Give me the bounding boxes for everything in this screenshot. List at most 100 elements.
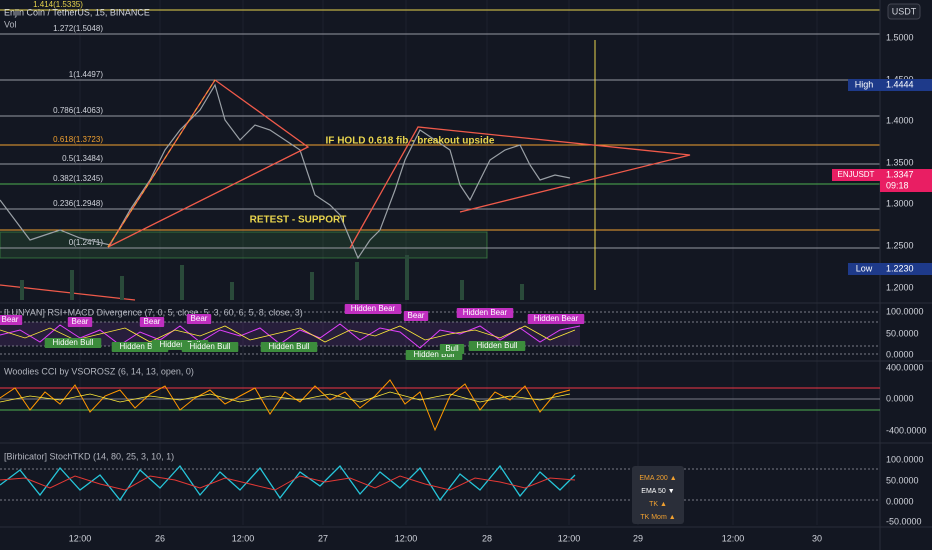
price-tick: 1.4000 <box>886 115 914 125</box>
rsi-tick: 100.0000 <box>886 306 924 316</box>
fib-label: 0.236(1.2948) <box>53 199 103 208</box>
symbol-title: Enjin Coin / TetherUS, 15, BINANCE <box>4 7 150 17</box>
rsi-line <box>0 323 581 349</box>
stoch-legend-box <box>632 466 684 524</box>
divergence-label: Bear <box>191 314 208 323</box>
cci-tick: -400.0000 <box>886 425 927 435</box>
divergence-label: Hidden Bull <box>477 341 518 350</box>
price-tick: 1.3000 <box>886 198 914 208</box>
low-price-tag <box>880 263 932 275</box>
macd-line <box>0 325 576 343</box>
panel-title: [LUNYAN] RSI+MACD Divergence (7, 0, 5, c… <box>4 307 303 317</box>
stoch-tick: 0.0000 <box>886 496 914 506</box>
annotation: RETEST - SUPPORT <box>250 215 347 226</box>
price-tick: 1.2500 <box>886 240 914 250</box>
time-tick: 27 <box>318 533 328 543</box>
divergence-label: Bear <box>2 315 19 324</box>
bull-tag <box>439 344 465 354</box>
stoch-tick: 50.0000 <box>886 475 919 485</box>
last-price: 1.3347 <box>886 169 914 179</box>
price-tick: 1.2000 <box>886 282 914 292</box>
fib-label: 1(1.4497) <box>69 70 104 79</box>
divergence-label: Bear <box>72 317 89 326</box>
fib-anchor <box>107 79 216 248</box>
divergence-label: Hidden Bear <box>463 308 508 317</box>
time-tick: 28 <box>482 533 492 543</box>
cci-line <box>0 379 571 432</box>
time-tick: 30 <box>812 533 822 543</box>
fib-label: 1.414(1.5335) <box>33 0 83 9</box>
cci-tick: 400.0000 <box>886 362 924 372</box>
legend-item: TK ▲ <box>649 501 667 508</box>
divergence-label: Hidden Bear <box>534 314 579 323</box>
annotation: IF HOLD 0.618 fib - breakout upside <box>326 136 495 147</box>
price-tick: 1.3500 <box>886 157 914 167</box>
symbol-tag-label: ENJUSDT <box>838 170 875 179</box>
time-tick: 12:00 <box>69 533 92 543</box>
time-tick: 12:00 <box>232 533 255 543</box>
high-tag <box>848 79 880 91</box>
divergence-labels: Bear Bear Bear Bear Hidden Bear Bear Hidden Be… <box>0 304 585 360</box>
fib-label: 0.382(1.3245) <box>53 174 103 183</box>
divergence-label: Hidden Bear <box>351 304 396 313</box>
bear-tag <box>67 317 93 327</box>
time-tick: 12:00 <box>722 533 745 543</box>
bull-tag <box>260 342 318 352</box>
volume <box>20 255 524 300</box>
legend-item: EMA 200 ▲ <box>639 475 676 482</box>
fib-label: 0.5(1.3484) <box>62 154 103 163</box>
bear-tag <box>186 314 212 324</box>
time-tick: 12:00 <box>558 533 581 543</box>
price-tick: 1.5000 <box>886 32 914 42</box>
divergence-label: Hidden Bull <box>414 350 455 359</box>
low-tag <box>848 263 880 275</box>
rsi-tick: 50.0000 <box>886 328 919 338</box>
last-price-tag <box>880 169 932 192</box>
currency: USDT <box>892 6 917 16</box>
stoch-line <box>0 464 576 502</box>
cci-levels <box>0 387 880 411</box>
bull-tag <box>44 338 102 348</box>
support-zone <box>0 231 488 259</box>
cci-signal <box>0 391 571 403</box>
bear-tag <box>139 317 165 327</box>
bull-tag <box>468 341 526 351</box>
time-tick: 26 <box>155 533 165 543</box>
legend-item: TK Mom ▲ <box>640 514 675 521</box>
divergence-label: Bull <box>445 344 459 353</box>
legend-item: EMA 50 ▼ <box>641 488 674 495</box>
bull-tag <box>181 342 239 352</box>
divergence-label: Hidden Bull <box>53 338 94 347</box>
cci-tick: 0.0000 <box>886 393 914 403</box>
high-price-tag <box>880 79 932 91</box>
bear-tag <box>403 311 429 321</box>
stoch-tick: -50.0000 <box>886 516 922 526</box>
time-axis: 12:00 26 12:00 27 12:00 28 12:00 29 12:00 30 <box>69 533 822 543</box>
currency-button[interactable] <box>887 3 921 20</box>
bear-tag <box>527 314 585 324</box>
time-tick: 12:00 <box>395 533 418 543</box>
volume-label: Vol <box>4 19 17 29</box>
bear-tag <box>456 308 514 318</box>
divergence-label: Hidden Bull <box>120 342 161 351</box>
fib-label: 0.618(1.3723) <box>53 135 103 144</box>
time-tick: 29 <box>633 533 643 543</box>
divergence-label: Hidden Bull <box>160 340 201 349</box>
divergence-label: Hidden Bull <box>269 342 310 351</box>
stoch-signal <box>0 475 576 491</box>
low-label: Low <box>856 263 873 273</box>
fib-label: 1.272(1.5048) <box>53 24 103 33</box>
high-label: High <box>855 79 874 89</box>
bear-tag <box>344 304 402 314</box>
fib-label: 0(1.2471) <box>69 238 104 247</box>
divergence-label: Hidden Bull <box>190 342 231 351</box>
divergence-label: Bear <box>408 311 425 320</box>
low-price: 1.2230 <box>886 263 914 273</box>
rsi-tick: 0.0000 <box>886 349 914 359</box>
high-price: 1.4444 <box>886 79 914 89</box>
bear-tag <box>0 315 23 325</box>
fib-label: 0.786(1.4063) <box>53 106 103 115</box>
countdown: 09:18 <box>886 180 909 190</box>
